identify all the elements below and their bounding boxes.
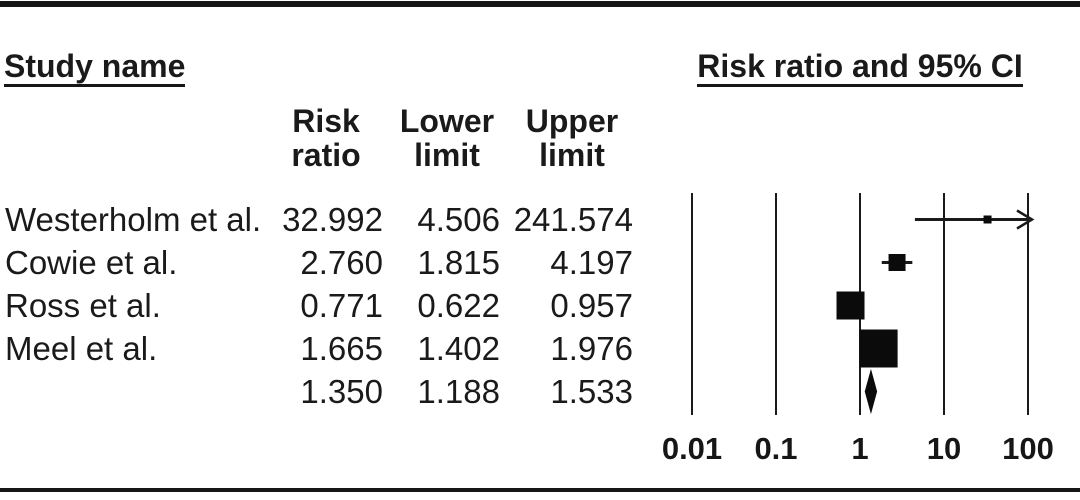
upper-limit-value: 1.533 [550,373,633,410]
column-header-line: limit [414,137,480,173]
table-row: Cowie et al. 2.760 1.815 4.197 [0,241,660,284]
study-name-header: Study name [4,50,186,87]
study-name: Ross et al. [5,287,161,324]
column-header-line: limit [539,137,605,173]
column-header-line: Upper [525,103,619,139]
risk-ratio-ci-header: Risk ratio and 95% CI [650,50,1070,87]
column-header-line: ratio [291,137,361,173]
axis-tick-label: 10 [927,431,961,466]
lower-limit-value: 1.815 [417,244,500,281]
column-header-risk-ratio: Risk ratio [266,104,386,172]
risk-ratio-value: 1.350 [300,373,383,410]
table-row: Meel et al. 1.665 1.402 1.976 [0,327,660,370]
study-name: Westerholm et al. [5,201,262,238]
risk-ratio-value: 32.992 [282,201,383,238]
axis-tick-label: 1 [851,431,868,466]
axis-tick-label: 0.1 [754,431,797,466]
lower-limit-value: 1.188 [417,373,500,410]
table-row: Westerholm et al. 32.992 4.506 241.574 [0,198,660,241]
column-header-line: Risk [292,103,360,139]
lower-limit-value: 4.506 [417,201,500,238]
top-rule [0,1,1080,7]
column-header-lower-limit: Lower limit [387,104,507,172]
ci-clip-right-arrow-icon [1016,209,1035,230]
table-row: Ross et al. 0.771 0.622 0.957 [0,284,660,327]
upper-limit-value: 4.197 [550,244,633,281]
axis-tick-label: 0.01 [662,431,722,466]
study-name: Meel et al. [5,330,158,367]
bottom-rule [0,488,1080,492]
study-weight-marker [888,254,906,271]
study-name: Cowie et al. [5,244,178,281]
lower-limit-value: 0.622 [417,287,500,324]
column-header-upper-limit: Upper limit [512,104,632,172]
study-name-header-label: Study name [4,50,186,87]
risk-ratio-value: 1.665 [300,330,383,367]
study-weight-marker [983,215,992,224]
upper-limit-value: 241.574 [513,201,633,238]
summary-diamond [864,368,878,415]
upper-limit-value: 1.976 [550,330,633,367]
upper-limit-value: 0.957 [550,287,633,324]
table-row-summary: 1.350 1.188 1.533 [0,370,660,413]
risk-ratio-value: 2.760 [300,244,383,281]
column-header-line: Lower [399,103,495,139]
risk-ratio-ci-header-label: Risk ratio and 95% CI [697,50,1023,87]
risk-ratio-value: 0.771 [300,287,383,324]
study-weight-marker [836,291,865,320]
lower-limit-value: 1.402 [417,330,500,367]
axis-tick-label: 100 [1002,431,1054,466]
study-weight-marker [859,329,898,368]
